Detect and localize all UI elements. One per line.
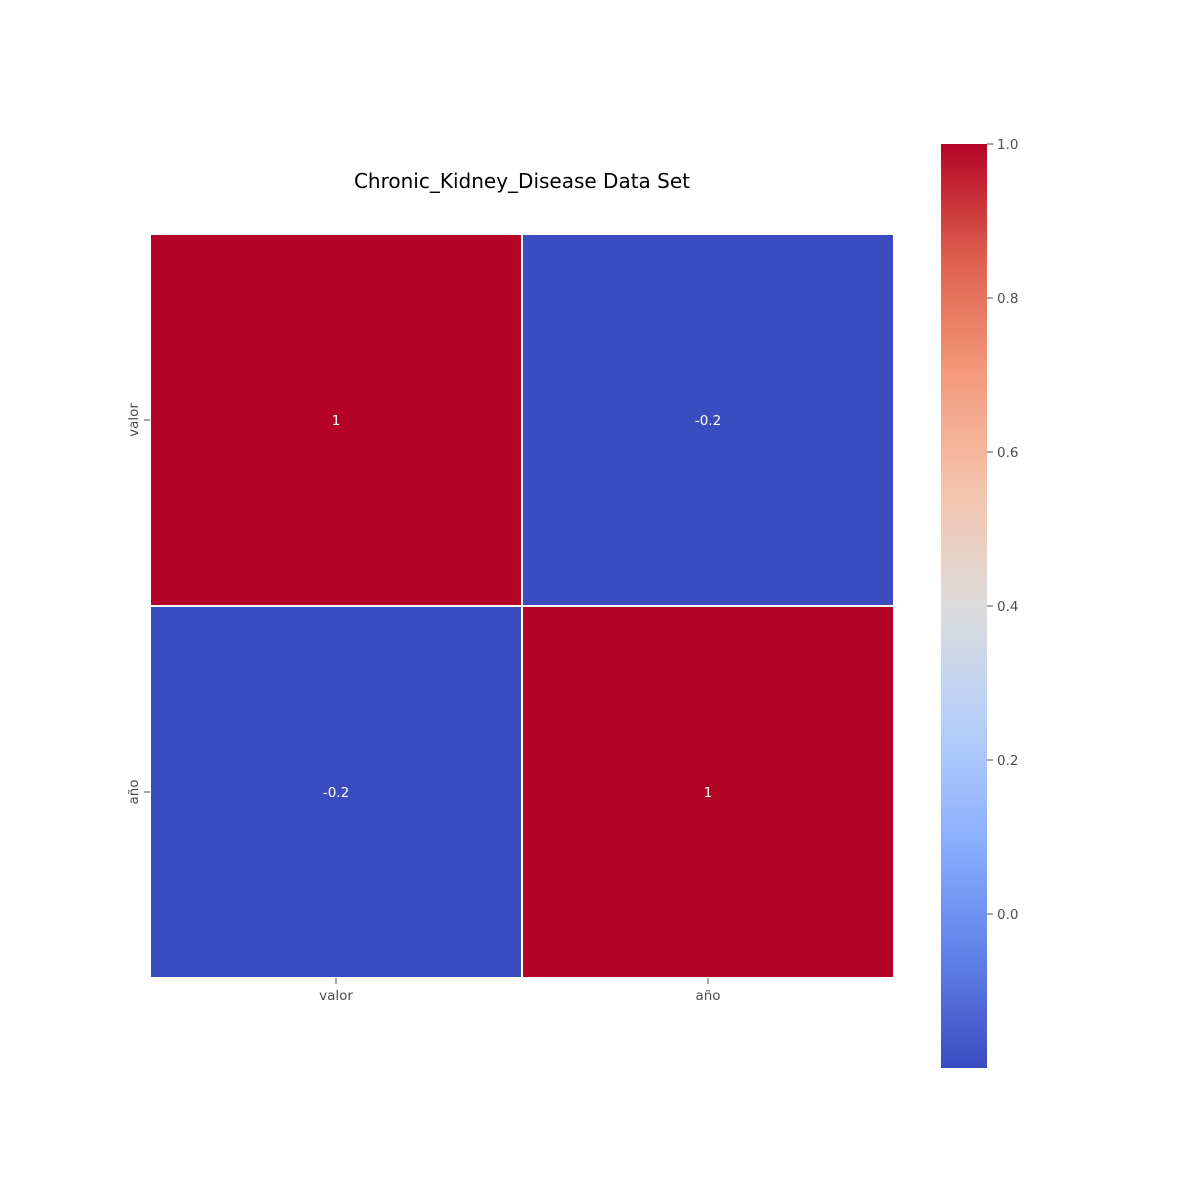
colorbar-tick-label: 0.0 xyxy=(997,907,1018,923)
row-tick-label: año xyxy=(126,779,142,804)
colorbar-tick-label: 0.8 xyxy=(997,291,1018,307)
colorbar-gradient xyxy=(941,144,987,1068)
row-tick-label: valor xyxy=(126,403,142,437)
colorbar-tick-label: 1.0 xyxy=(997,137,1018,153)
row-axis: valor año xyxy=(126,403,150,805)
cell-annotation: 1 xyxy=(704,785,713,801)
col-axis: valor año xyxy=(319,978,720,1004)
cell-annotation: -0.2 xyxy=(323,785,349,801)
cell-annotation: -0.2 xyxy=(695,413,721,429)
colorbar-tick-label: 0.4 xyxy=(997,599,1018,615)
colorbar-tick-label: 0.2 xyxy=(997,753,1018,769)
col-tick-label: valor xyxy=(319,988,353,1004)
heatmap-cells: 1 -0.2 -0.2 1 xyxy=(150,234,894,978)
chart-title: Chronic_Kidney_Disease Data Set xyxy=(354,169,690,193)
colorbar-ticks: 0.0 0.2 0.4 0.6 0.8 1.0 xyxy=(987,137,1018,923)
col-tick-label: año xyxy=(695,988,720,1004)
colorbar-tick-label: 0.6 xyxy=(997,445,1018,461)
colorbar: 0.0 0.2 0.4 0.6 0.8 1.0 xyxy=(941,137,1018,1068)
cell-annotation: 1 xyxy=(332,413,341,429)
